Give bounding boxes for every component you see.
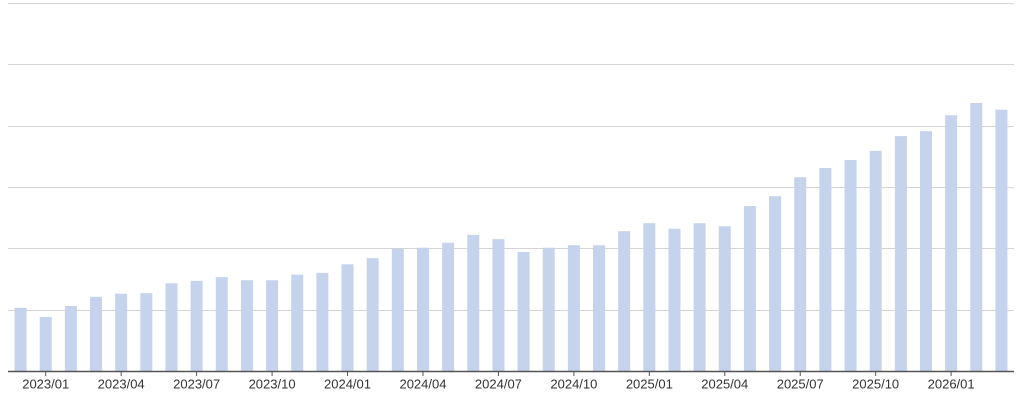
bar — [693, 223, 706, 371]
bar — [618, 231, 631, 371]
bar — [542, 247, 555, 371]
x-tick-label: 2023/04 — [98, 376, 145, 391]
bar — [266, 280, 279, 371]
x-tick-label: 2023/10 — [249, 376, 296, 391]
x-tick-label: 2024/04 — [399, 376, 446, 391]
bar — [341, 264, 354, 371]
bar — [593, 245, 606, 371]
bar — [919, 131, 932, 371]
bar — [14, 307, 27, 371]
bar — [165, 283, 178, 371]
bar — [64, 305, 77, 371]
bar — [945, 115, 958, 372]
bar — [769, 196, 782, 371]
x-tick-label: 2025/01 — [626, 376, 673, 391]
bar — [567, 245, 580, 371]
x-tick-label: 2025/04 — [701, 376, 748, 391]
bar — [643, 223, 656, 371]
bar — [995, 109, 1008, 371]
bar — [391, 248, 404, 371]
bar — [416, 247, 429, 371]
bar — [794, 177, 807, 371]
bar — [869, 150, 882, 371]
bar — [366, 258, 379, 371]
x-tick-label: 2023/01 — [22, 376, 69, 391]
bar — [39, 317, 52, 371]
x-tick-label: 2024/10 — [550, 376, 597, 391]
bar — [240, 280, 253, 371]
bar — [291, 274, 304, 371]
bar — [140, 293, 153, 371]
bar — [517, 252, 530, 371]
bar — [115, 293, 128, 371]
bar — [215, 277, 228, 371]
bar — [844, 160, 857, 371]
bar — [894, 136, 907, 371]
x-tick-label: 2024/07 — [475, 376, 522, 391]
bar — [819, 167, 832, 371]
bar — [467, 234, 480, 371]
bar — [442, 242, 455, 371]
x-tick-label: 2023/07 — [173, 376, 220, 391]
bar — [316, 272, 329, 371]
x-tick-label: 2024/01 — [324, 376, 371, 391]
bar — [718, 226, 731, 371]
bar — [970, 102, 983, 372]
bar — [492, 239, 505, 371]
bar — [743, 206, 756, 371]
x-tick-label: 2026/01 — [928, 376, 975, 391]
bar — [190, 280, 203, 371]
x-tick-label: 2025/07 — [777, 376, 824, 391]
bar — [90, 296, 103, 371]
bar — [668, 228, 681, 371]
x-tick-label: 2025/10 — [852, 376, 899, 391]
